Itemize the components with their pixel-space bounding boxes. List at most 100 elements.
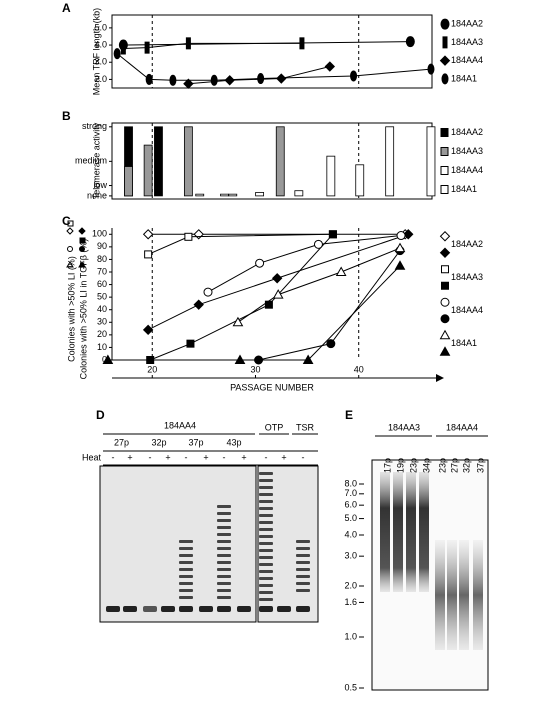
gel-band [217, 554, 231, 557]
gel-band [259, 591, 273, 594]
gel-band [199, 606, 213, 612]
heat-sign: - [185, 452, 188, 462]
marker [276, 73, 287, 84]
heat-sign: - [223, 452, 226, 462]
legend-marker [439, 329, 451, 340]
lane-label: 43p [226, 437, 241, 447]
bar [385, 126, 395, 197]
y-tick-label: 10 [97, 342, 107, 352]
marker [203, 287, 213, 297]
gel-band [106, 606, 120, 612]
legend-label: 184AA3 [451, 37, 483, 47]
gel-band [217, 589, 231, 592]
marker [234, 354, 246, 364]
gel-band [179, 575, 193, 578]
panel-letter: A [62, 1, 71, 15]
gel-band [179, 561, 193, 564]
series-line [207, 235, 402, 293]
gel-band [179, 596, 193, 599]
gel-smear [473, 540, 483, 650]
lane-label: 19p [395, 458, 405, 473]
size-label: 1.0 [344, 631, 357, 641]
marker [144, 250, 153, 259]
marker [193, 299, 204, 310]
gel-band [217, 568, 231, 571]
gel-band [296, 568, 310, 571]
gel-band [217, 512, 231, 515]
marker [120, 42, 126, 55]
marker [394, 260, 406, 270]
x-tick-label: 30 [250, 364, 260, 374]
ylabel-icons [66, 220, 86, 268]
marker [193, 229, 204, 240]
y-axis-label: Telomerase activity [91, 122, 101, 199]
legend-label: 184A1 [451, 338, 477, 348]
marker [183, 78, 194, 89]
gel-band [296, 582, 310, 585]
gel-band [217, 519, 231, 522]
marker [185, 37, 191, 50]
gel-band [217, 561, 231, 564]
y-axis-label: Colonies with >50% LI in TGFβ (%) [78, 239, 88, 380]
gel-smear [435, 540, 445, 650]
gel-band [217, 505, 231, 508]
y-tick-label: 100 [92, 229, 107, 239]
heat-sign: - [149, 452, 152, 462]
marker [302, 354, 314, 364]
lane-label: 27p [449, 458, 459, 473]
marker [272, 289, 284, 299]
marker [328, 230, 337, 239]
gel-band [296, 561, 310, 564]
size-label: 1.6 [344, 597, 357, 607]
gel-band [259, 479, 273, 482]
bar [183, 126, 193, 197]
size-label: 5.0 [344, 513, 357, 523]
heat-sign: + [165, 452, 170, 462]
marker [313, 239, 323, 249]
panel-letter: D [96, 408, 105, 422]
gel-band [217, 526, 231, 529]
gel-band [179, 582, 193, 585]
bar [154, 126, 163, 197]
legend-label: 184AA2 [451, 239, 483, 249]
gel-band [259, 507, 273, 510]
marker [257, 73, 265, 85]
legend-label: 184AA2 [451, 19, 483, 29]
lane-label: 17p [382, 458, 392, 473]
gel-band [259, 577, 273, 580]
marker [210, 74, 218, 86]
y-tick-label: 2.0 [94, 74, 107, 84]
bar [220, 193, 229, 197]
series-line [237, 247, 401, 323]
y-tick-label: medium [75, 156, 107, 166]
marker [350, 70, 358, 82]
bar [355, 164, 365, 197]
gel-band [259, 528, 273, 531]
gel-band [259, 514, 273, 517]
legend-swatch [440, 166, 449, 175]
x-tick-label: 40 [354, 364, 364, 374]
heat-sign: - [265, 452, 268, 462]
y-tick-label: 90 [97, 241, 107, 251]
gel-band [217, 606, 231, 612]
marker [394, 242, 406, 253]
bar [326, 155, 336, 197]
gel-band [259, 542, 273, 545]
bar [228, 193, 238, 197]
marker [184, 232, 193, 241]
marker [324, 61, 336, 72]
gel-smear [447, 540, 457, 650]
size-label: 2.0 [344, 580, 357, 590]
gel-band [259, 563, 273, 566]
gel-smear [393, 472, 403, 592]
gel-band [217, 575, 231, 578]
gel-smear [406, 472, 416, 592]
lane-label: TSR [296, 422, 315, 432]
marker [427, 63, 435, 75]
gel-band [259, 606, 273, 612]
legend-swatch [440, 147, 449, 156]
gel-band [179, 547, 193, 550]
gel-band [296, 540, 310, 543]
gel-group: 184AA4 [164, 420, 196, 430]
series-line [147, 233, 409, 331]
